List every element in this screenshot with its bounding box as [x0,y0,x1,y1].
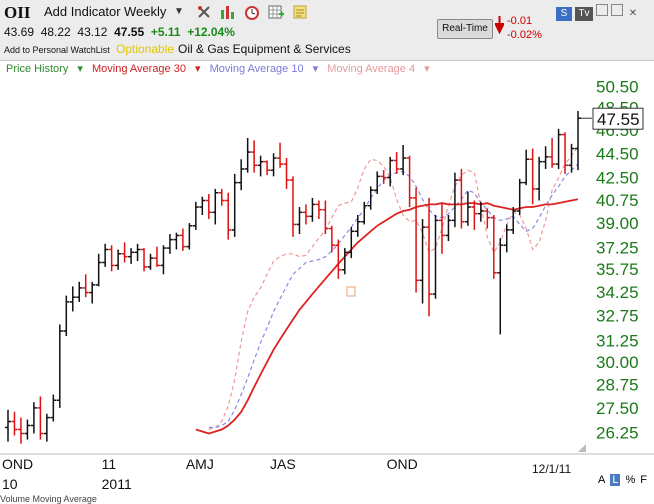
ticker-symbol[interactable]: OII [4,3,31,22]
x-tick-label: AMJ [186,456,214,472]
note-icon[interactable] [292,4,308,20]
x-tick-label: JAS [270,456,296,472]
legend-ma4[interactable]: Moving Average 4 ▾ [327,63,430,75]
y-tick-label: 39.00 [596,214,639,233]
add-table-icon[interactable] [268,4,284,20]
low-value: 43.12 [77,25,108,39]
y-tick-label: 44.50 [596,144,639,163]
y-tick-label: 31.25 [596,331,639,350]
quote-line: 43.69 48.22 43.12 47.55 +5.11 +12.04% [4,25,235,39]
chevron-down-icon[interactable]: ▼ [174,6,184,17]
x-tick-label: OND [2,456,33,472]
window-controls: S Tv ✕ [556,3,643,21]
down-arrow-icon [495,16,504,34]
y-tick-label: 32.75 [596,306,639,325]
restore-icon[interactable] [611,4,623,16]
date-stamp: 12/1/11 [532,462,571,476]
save-icon[interactable] [596,4,608,16]
realtime-button[interactable]: Real-Time [437,19,493,39]
bottom-label: Volume Moving Average [0,494,97,504]
legend-ma10[interactable]: Moving Average 10 ▾ [209,63,319,75]
bar-chart-icon[interactable] [220,4,236,20]
scale-log-button[interactable]: L [610,474,621,486]
legend-ma30[interactable]: Moving Average 30 ▾ [91,63,201,75]
y-tick-label: 28.75 [596,375,639,394]
chart-legend: Price History ▾ Moving Average 30 ▾ Movi… [6,62,436,75]
scale-fit-button[interactable]: F [640,474,647,486]
ma4-line [208,145,579,431]
scale-controls: A L% F [598,474,652,486]
tv-badge[interactable]: Tv [575,7,593,21]
y-tick-label: 26.25 [596,424,639,443]
add-indicator-button[interactable]: Add Indicator [44,4,121,19]
period-select[interactable]: Weekly [124,4,167,19]
y-tick-label: 27.50 [596,399,639,418]
y-tick-label: 30.00 [596,353,639,372]
y-tick-label: 37.25 [596,238,639,257]
y-tick-label: 35.75 [596,260,639,279]
s-badge[interactable]: S [556,7,572,21]
close-icon[interactable]: ✕ [628,8,638,19]
y-tick-label: 40.75 [596,191,639,210]
industry-label: Oil & Gas Equipment & Services [178,42,351,56]
optionable-label: Optionable [116,42,175,56]
last-price-label: 47.55 [597,110,640,129]
scroll-handle-icon [578,444,586,452]
alarm-clock-icon[interactable] [244,4,260,20]
ma30-line [195,198,579,435]
add-to-watchlist-link[interactable]: Add to Personal WatchList [4,45,110,55]
change-pct-value: +12.04% [187,25,235,39]
y-tick-label: 34.25 [596,283,639,302]
x-tick-sublabel: 10 [2,476,18,492]
rt-change-pct: -0.02% [507,29,542,41]
high-value: 48.22 [40,25,71,39]
scale-auto-button[interactable]: A [598,474,606,486]
open-value: 43.69 [4,25,35,39]
x-tick-label: OND [387,456,418,472]
scale-pct-button[interactable]: % [625,474,636,486]
event-marker-icon [346,286,356,297]
close-value: 47.55 [114,25,145,39]
x-tick-sublabel: 2011 [102,476,132,492]
ma10-line [208,163,579,429]
toolbar: OII Add Indicator Weekly ▼ 43.69 48.22 4… [0,0,654,61]
last-price-box [592,107,644,130]
change-value: +5.11 [150,25,181,39]
y-tick-label: 50.50 [596,77,639,96]
legend-price-history[interactable]: Price History ▾ [6,63,83,75]
y-tick-label: 42.50 [596,169,639,188]
x-tick-label: 11 [102,456,117,472]
rt-change: -0.01 [507,15,533,27]
crosshair-icon[interactable] [196,4,212,20]
